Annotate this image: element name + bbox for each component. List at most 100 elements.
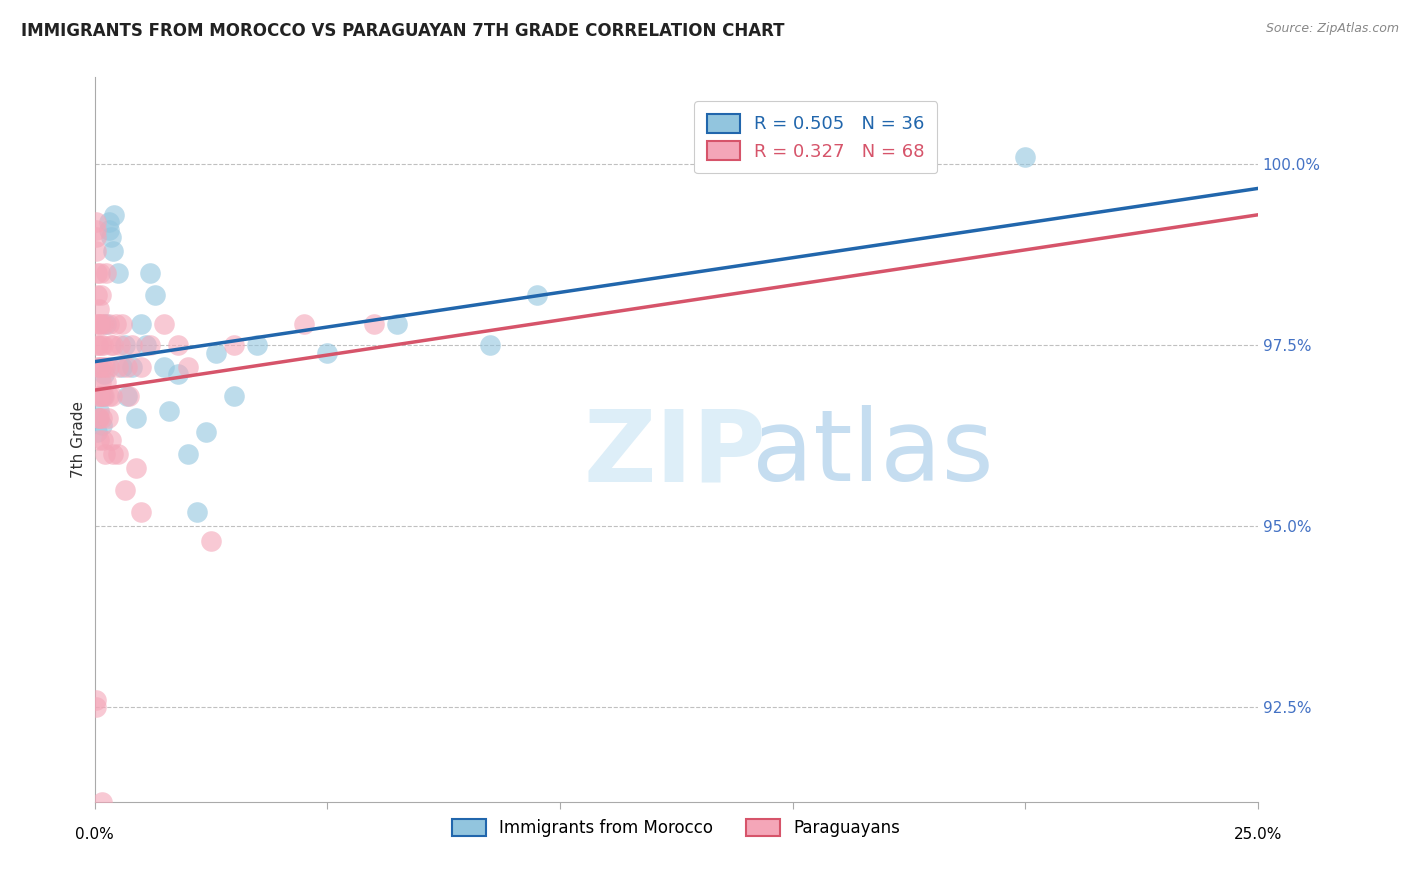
Point — [93, 317, 115, 331]
Point — [115, 389, 138, 403]
Point — [111, 317, 134, 331]
Point — [90, 287, 112, 301]
Point — [100, 229, 122, 244]
Point — [87, 433, 110, 447]
Point — [176, 360, 198, 375]
Point — [129, 505, 152, 519]
Point — [186, 505, 208, 519]
Point — [129, 360, 152, 375]
Point — [125, 410, 148, 425]
Point — [84, 700, 107, 714]
Point — [125, 461, 148, 475]
Point — [526, 287, 548, 301]
Point — [139, 266, 162, 280]
Point — [153, 360, 176, 375]
Text: 25.0%: 25.0% — [1233, 827, 1282, 842]
Point — [84, 222, 107, 236]
Point — [89, 317, 111, 331]
Point — [143, 287, 166, 301]
Point — [90, 410, 112, 425]
Point — [167, 338, 190, 352]
Point — [103, 338, 125, 352]
Point — [87, 360, 110, 375]
Point — [89, 403, 111, 417]
Point — [87, 389, 110, 403]
Point — [94, 360, 117, 375]
Point — [107, 360, 129, 375]
Point — [1014, 150, 1036, 164]
Y-axis label: 7th Grade: 7th Grade — [72, 401, 86, 478]
Point — [90, 375, 112, 389]
Point — [167, 368, 190, 382]
Point — [103, 244, 125, 259]
Text: atlas: atlas — [752, 406, 994, 502]
Point — [90, 417, 112, 432]
Point — [114, 483, 136, 498]
Point — [100, 433, 122, 447]
Point — [111, 360, 134, 375]
Point — [292, 317, 315, 331]
Point — [90, 338, 112, 352]
Point — [91, 389, 114, 403]
Point — [479, 338, 502, 352]
Point — [200, 533, 222, 548]
Point — [115, 360, 138, 375]
Point — [114, 338, 136, 352]
Point — [157, 403, 180, 417]
Point — [204, 345, 226, 359]
Point — [103, 208, 125, 222]
Text: Source: ZipAtlas.com: Source: ZipAtlas.com — [1265, 22, 1399, 36]
Point — [97, 222, 120, 236]
Point — [84, 693, 107, 707]
Point — [195, 425, 218, 440]
Point — [135, 338, 157, 352]
Point — [139, 338, 162, 352]
Point — [224, 389, 246, 403]
Point — [89, 389, 111, 403]
Point — [86, 266, 108, 280]
Point — [224, 338, 246, 352]
Point — [89, 266, 111, 280]
Point — [108, 338, 131, 352]
Point — [93, 368, 115, 382]
Point — [87, 317, 110, 331]
Point — [385, 317, 408, 331]
Point — [97, 317, 120, 331]
Point — [107, 266, 129, 280]
Point — [84, 215, 107, 229]
Point — [89, 410, 111, 425]
Point — [87, 410, 110, 425]
Point — [103, 447, 125, 461]
Point — [89, 823, 111, 838]
Point — [89, 302, 111, 317]
Point — [96, 266, 118, 280]
Point — [89, 360, 111, 375]
Text: ZIP: ZIP — [583, 406, 766, 502]
Point — [121, 360, 143, 375]
Point — [98, 360, 121, 375]
Point — [97, 410, 120, 425]
Point — [121, 338, 143, 352]
Point — [107, 447, 129, 461]
Point — [129, 317, 152, 331]
Point — [91, 433, 114, 447]
Point — [90, 317, 112, 331]
Point — [86, 244, 108, 259]
Point — [118, 389, 141, 403]
Point — [363, 317, 385, 331]
Point — [96, 317, 118, 331]
Point — [91, 389, 114, 403]
Point — [176, 447, 198, 461]
Point — [97, 389, 120, 403]
Legend: Immigrants from Morocco, Paraguayans: Immigrants from Morocco, Paraguayans — [446, 813, 907, 844]
Point — [100, 338, 122, 352]
Point — [104, 317, 127, 331]
Point — [94, 447, 117, 461]
Point — [98, 215, 121, 229]
Text: IMMIGRANTS FROM MOROCCO VS PARAGUAYAN 7TH GRADE CORRELATION CHART: IMMIGRANTS FROM MOROCCO VS PARAGUAYAN 7T… — [21, 22, 785, 40]
Point — [86, 425, 108, 440]
Point — [101, 389, 124, 403]
Point — [86, 338, 108, 352]
Text: 0.0%: 0.0% — [75, 827, 114, 842]
Point — [93, 389, 115, 403]
